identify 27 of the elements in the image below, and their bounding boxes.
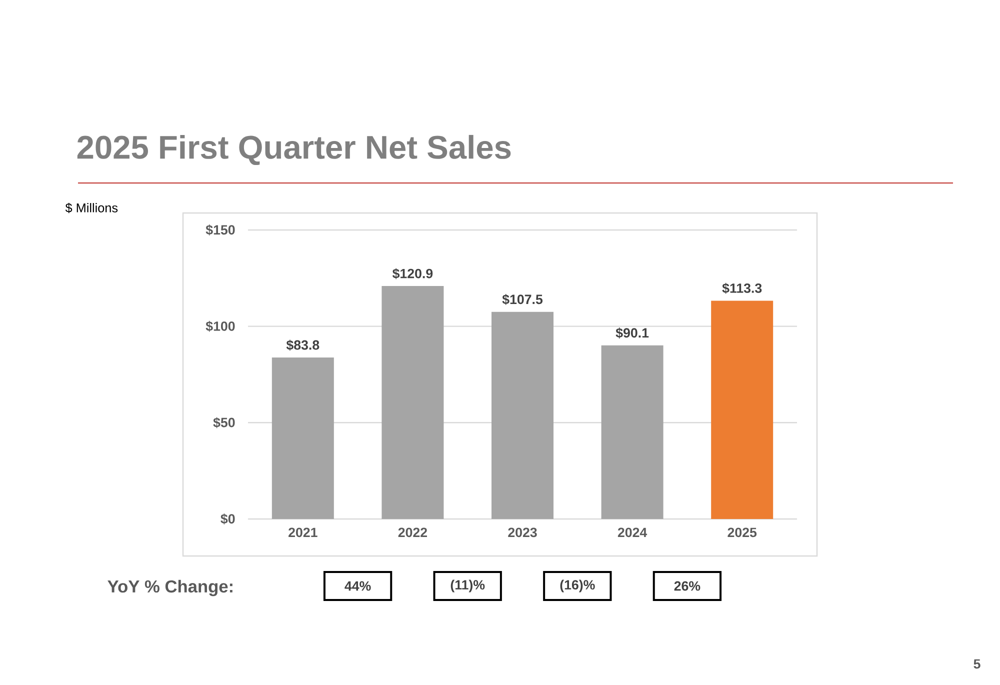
x-tick-label: 2021 bbox=[288, 528, 318, 538]
text: 5 bbox=[974, 659, 980, 669]
y-tick-label: $0 bbox=[220, 514, 235, 524]
bar bbox=[382, 286, 444, 519]
text: (11)% bbox=[450, 580, 485, 592]
text: (16)% bbox=[560, 580, 595, 592]
x-tick-label: 2024 bbox=[618, 528, 648, 538]
bar bbox=[272, 358, 334, 519]
chart-title: 2025 First Quarter Net Sales bbox=[77, 134, 511, 166]
x-tick-label: 2022 bbox=[398, 528, 427, 538]
bar bbox=[601, 345, 664, 519]
text: 44% bbox=[344, 581, 371, 591]
x-tick-label: 2023 bbox=[508, 528, 537, 538]
data-label: $83.8 bbox=[286, 340, 320, 351]
y-tick-label: $100 bbox=[206, 320, 235, 332]
y-tick-label: $50 bbox=[213, 417, 235, 428]
data-label: $90.1 bbox=[616, 328, 649, 338]
data-label: $120.9 bbox=[392, 268, 433, 280]
text: 26% bbox=[674, 581, 700, 591]
text: $ Millions bbox=[65, 202, 118, 214]
x-tick-label: 2025 bbox=[728, 528, 757, 538]
bar bbox=[711, 300, 774, 519]
data-label: $113.3 bbox=[722, 282, 762, 294]
data-label: $107.5 bbox=[502, 294, 543, 305]
y-tick-label: $150 bbox=[206, 224, 235, 236]
bar bbox=[492, 312, 554, 519]
text: YoY % Change: bbox=[108, 580, 232, 596]
